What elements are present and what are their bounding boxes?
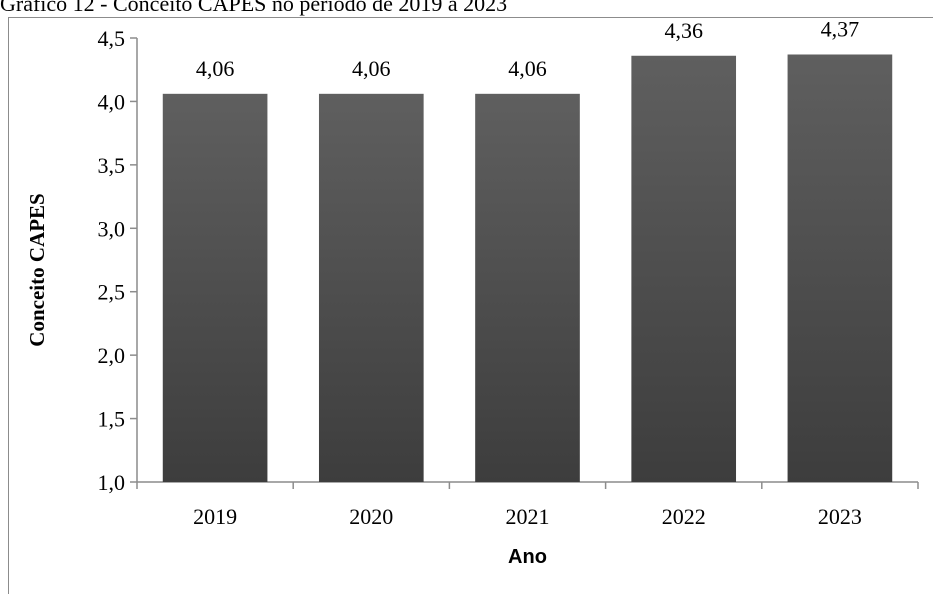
x-tick-label-2020: 2020	[349, 504, 393, 529]
bar-2021	[475, 93, 580, 483]
y-tick-label: 2,0	[98, 343, 126, 368]
bar-2023	[787, 54, 893, 483]
value-label-2022: 4,36	[664, 18, 703, 43]
y-tick-label: 4,5	[98, 26, 126, 51]
bar-2022	[631, 55, 737, 482]
x-tick-label-2023: 2023	[818, 504, 862, 529]
bar-2019	[162, 93, 268, 483]
data-labels: 4,06 4,06 4,06 4,36 4,37	[196, 16, 859, 80]
y-axis-title: Conceito CAPES	[25, 193, 49, 346]
value-label-2023: 4,37	[821, 16, 860, 41]
y-tick-label: 3,0	[98, 216, 126, 241]
bars	[162, 54, 893, 483]
x-tick-label-2022: 2022	[662, 504, 706, 529]
y-tick-label: 3,5	[98, 153, 126, 178]
x-axis: 2019 2020 2021 2022 2023	[136, 481, 919, 529]
y-tick-label: 1,0	[98, 470, 126, 495]
y-tick-label: 4,0	[98, 89, 126, 114]
chart-frame	[8, 17, 933, 594]
y-tick-label: 2,5	[98, 280, 126, 305]
bar-2020	[318, 93, 424, 483]
value-label-2020: 4,06	[352, 56, 391, 81]
figure-caption: Gráfico 12 - Conceito CAPES no período d…	[0, 0, 508, 16]
value-label-2019: 4,06	[196, 56, 235, 81]
y-axis: 1,0 1,5 2,0 2,5 3,0 3,5 4,0 4,5	[98, 26, 138, 495]
x-axis-title: Ano	[508, 546, 547, 568]
value-label-2021: 4,06	[508, 56, 547, 81]
x-tick-label-2021: 2021	[506, 504, 550, 529]
y-tick-label: 1,5	[98, 407, 126, 432]
x-tick-label-2019: 2019	[193, 504, 237, 529]
